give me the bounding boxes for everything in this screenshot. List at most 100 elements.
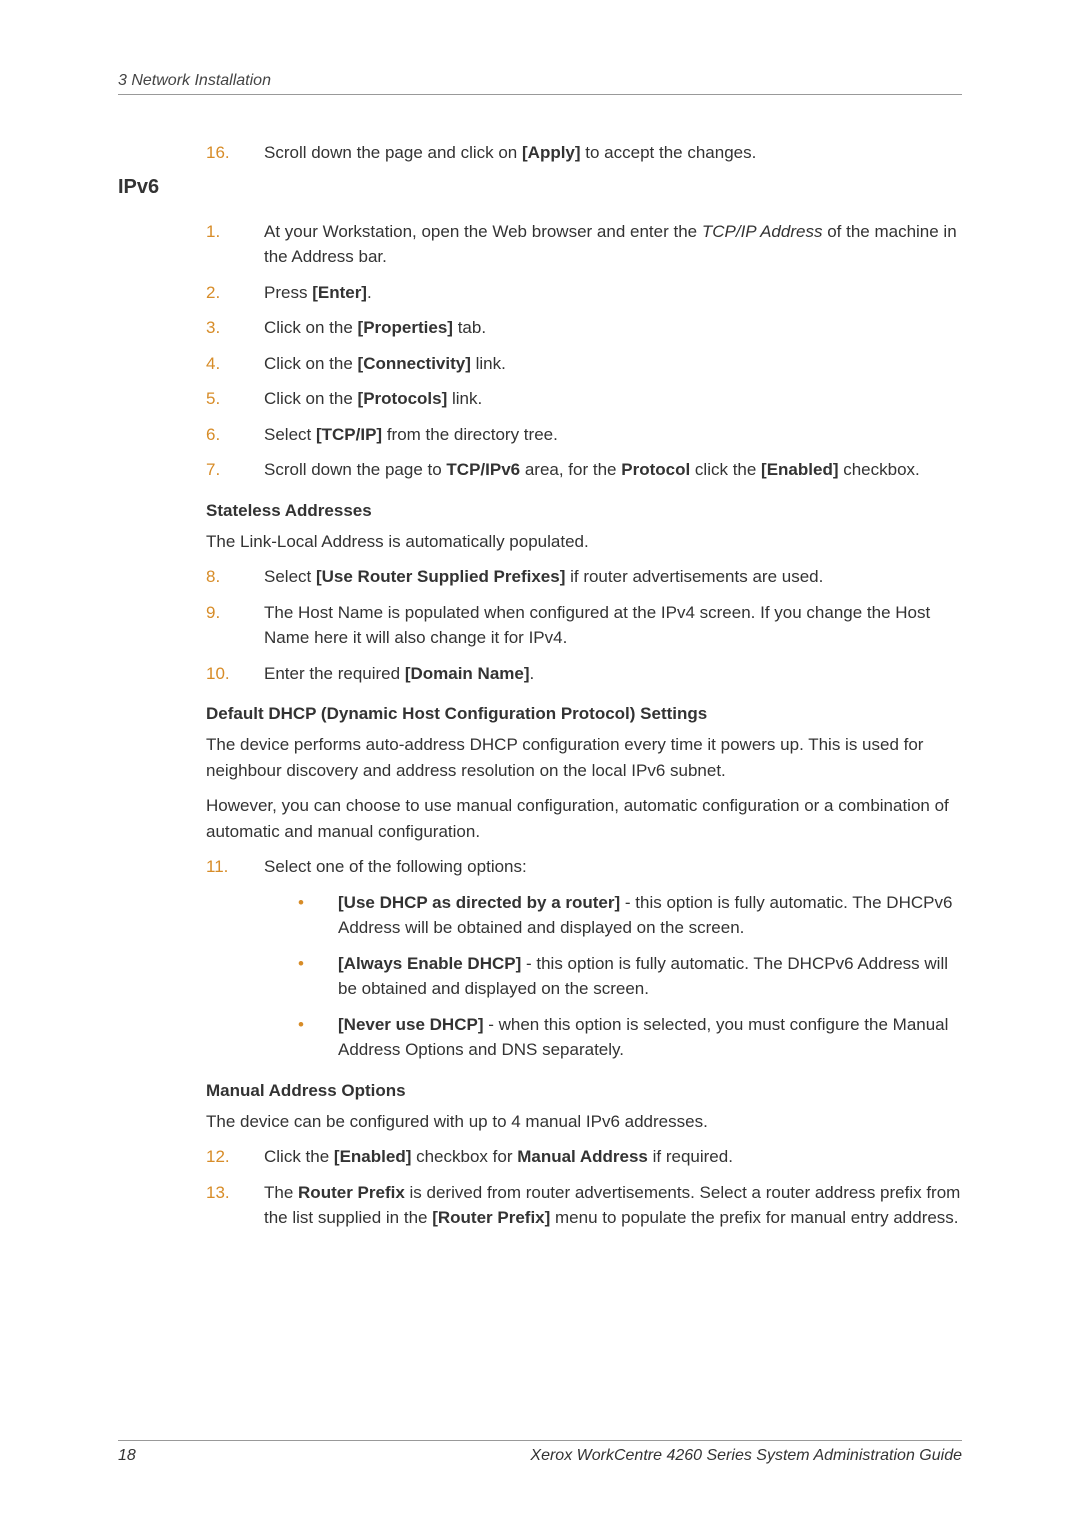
text: link. <box>471 354 506 373</box>
step-number: 12. <box>206 1144 264 1170</box>
text: Enter the required <box>264 664 405 683</box>
step-text: Select [TCP/IP] from the directory tree. <box>264 422 962 448</box>
text: . <box>367 283 372 302</box>
step-text: Scroll down the page and click on [Apply… <box>264 140 962 166</box>
bold: [Enter] <box>312 283 367 302</box>
bullet-icon: • <box>298 951 338 1002</box>
text: Press <box>264 283 312 302</box>
step-3: 3. Click on the [Properties] tab. <box>118 315 962 341</box>
text: if required. <box>648 1147 733 1166</box>
step-number: 16. <box>206 140 264 166</box>
page-footer: 18 Xerox WorkCentre 4260 Series System A… <box>118 1440 962 1465</box>
text: Select <box>264 567 316 586</box>
bold: [Domain Name] <box>405 664 530 683</box>
step-number: 4. <box>206 351 264 377</box>
page-header: 3 Network Installation <box>118 72 962 95</box>
footer-title: Xerox WorkCentre 4260 Series System Admi… <box>530 1447 962 1465</box>
step-11: 11. Select one of the following options: <box>118 854 962 880</box>
content-area: 16. Scroll down the page and click on [A… <box>118 140 962 1241</box>
step-7: 7. Scroll down the page to TCP/IPv6 area… <box>118 457 962 483</box>
bullet-1: • [Use DHCP as directed by a router] - t… <box>298 890 962 941</box>
step-text: Press [Enter]. <box>264 280 962 306</box>
step-10: 10. Enter the required [Domain Name]. <box>118 661 962 687</box>
bold: Manual Address <box>517 1147 648 1166</box>
bold: Protocol <box>621 460 690 479</box>
step-9: 9. The Host Name is populated when confi… <box>118 600 962 651</box>
bold: TCP/IPv6 <box>446 460 520 479</box>
step-number: 9. <box>206 600 264 651</box>
subheading-stateless: Stateless Addresses <box>206 501 962 521</box>
text: . <box>530 664 535 683</box>
dhcp-para-2: However, you can choose to use manual co… <box>206 793 962 844</box>
step-4: 4. Click on the [Connectivity] link. <box>118 351 962 377</box>
step-number: 10. <box>206 661 264 687</box>
italic: TCP/IP Address <box>702 222 823 241</box>
text: menu to populate the prefix for manual e… <box>550 1208 958 1227</box>
step-text: Select [Use Router Supplied Prefixes] if… <box>264 564 962 590</box>
text: Click on the <box>264 318 358 337</box>
bullet-3: • [Never use DHCP] - when this option is… <box>298 1012 962 1063</box>
step-number: 11. <box>206 854 264 880</box>
bold: [Enabled] <box>761 460 838 479</box>
dhcp-para-1: The device performs auto-address DHCP co… <box>206 732 962 783</box>
step-text: Click the [Enabled] checkbox for Manual … <box>264 1144 962 1170</box>
step-number: 3. <box>206 315 264 341</box>
ipv6-heading: IPv6 <box>118 176 962 199</box>
text: if router advertisements are used. <box>565 567 823 586</box>
step-text: At your Workstation, open the Web browse… <box>264 219 962 270</box>
bold: [Enabled] <box>334 1147 411 1166</box>
text: link. <box>447 389 482 408</box>
step-16: 16. Scroll down the page and click on [A… <box>118 140 962 166</box>
step-8: 8. Select [Use Router Supplied Prefixes]… <box>118 564 962 590</box>
step-text: Click on the [Properties] tab. <box>264 315 962 341</box>
subheading-dhcp: Default DHCP (Dynamic Host Configuration… <box>206 704 962 724</box>
header-text: 3 Network Installation <box>118 72 271 89</box>
step-text: Click on the [Protocols] link. <box>264 386 962 412</box>
step-text: The Host Name is populated when configur… <box>264 600 962 651</box>
text: click the <box>690 460 761 479</box>
step-text: Enter the required [Domain Name]. <box>264 661 962 687</box>
bullet-text: [Use DHCP as directed by a router] - thi… <box>338 890 962 941</box>
text: checkbox for <box>411 1147 517 1166</box>
step-13: 13. The Router Prefix is derived from ro… <box>118 1180 962 1231</box>
bold: [Always Enable DHCP] <box>338 954 521 973</box>
step-2: 2. Press [Enter]. <box>118 280 962 306</box>
text: The <box>264 1183 298 1202</box>
bold: [Use Router Supplied Prefixes] <box>316 567 565 586</box>
step-text: The Router Prefix is derived from router… <box>264 1180 962 1231</box>
step-number: 1. <box>206 219 264 270</box>
bold: [Protocols] <box>358 389 448 408</box>
step-text: Select one of the following options: <box>264 854 962 880</box>
step-number: 7. <box>206 457 264 483</box>
text: Select <box>264 425 316 444</box>
step-12: 12. Click the [Enabled] checkbox for Man… <box>118 1144 962 1170</box>
step-number: 2. <box>206 280 264 306</box>
bold: [Properties] <box>358 318 453 337</box>
bold: [Apply] <box>522 143 581 162</box>
subheading-manual: Manual Address Options <box>206 1081 962 1101</box>
text: Click on the <box>264 389 358 408</box>
text: At your Workstation, open the Web browse… <box>264 222 702 241</box>
bold: [Never use DHCP] <box>338 1015 484 1034</box>
step-number: 8. <box>206 564 264 590</box>
text: tab. <box>453 318 486 337</box>
step-number: 13. <box>206 1180 264 1231</box>
bullet-icon: • <box>298 1012 338 1063</box>
text: Scroll down the page and click on <box>264 143 522 162</box>
text: checkbox. <box>839 460 920 479</box>
text: Scroll down the page to <box>264 460 446 479</box>
step-text: Click on the [Connectivity] link. <box>264 351 962 377</box>
step-5: 5. Click on the [Protocols] link. <box>118 386 962 412</box>
step-number: 6. <box>206 422 264 448</box>
bold: [Connectivity] <box>358 354 471 373</box>
stateless-para: The Link-Local Address is automatically … <box>206 529 962 555</box>
page-number: 18 <box>118 1447 136 1465</box>
step-number: 5. <box>206 386 264 412</box>
step-text: Scroll down the page to TCP/IPv6 area, f… <box>264 457 962 483</box>
step-1: 1. At your Workstation, open the Web bro… <box>118 219 962 270</box>
manual-para: The device can be configured with up to … <box>206 1109 962 1135</box>
text: Click the <box>264 1147 334 1166</box>
bullet-icon: • <box>298 890 338 941</box>
bold: [TCP/IP] <box>316 425 382 444</box>
bullet-text: [Always Enable DHCP] - this option is fu… <box>338 951 962 1002</box>
